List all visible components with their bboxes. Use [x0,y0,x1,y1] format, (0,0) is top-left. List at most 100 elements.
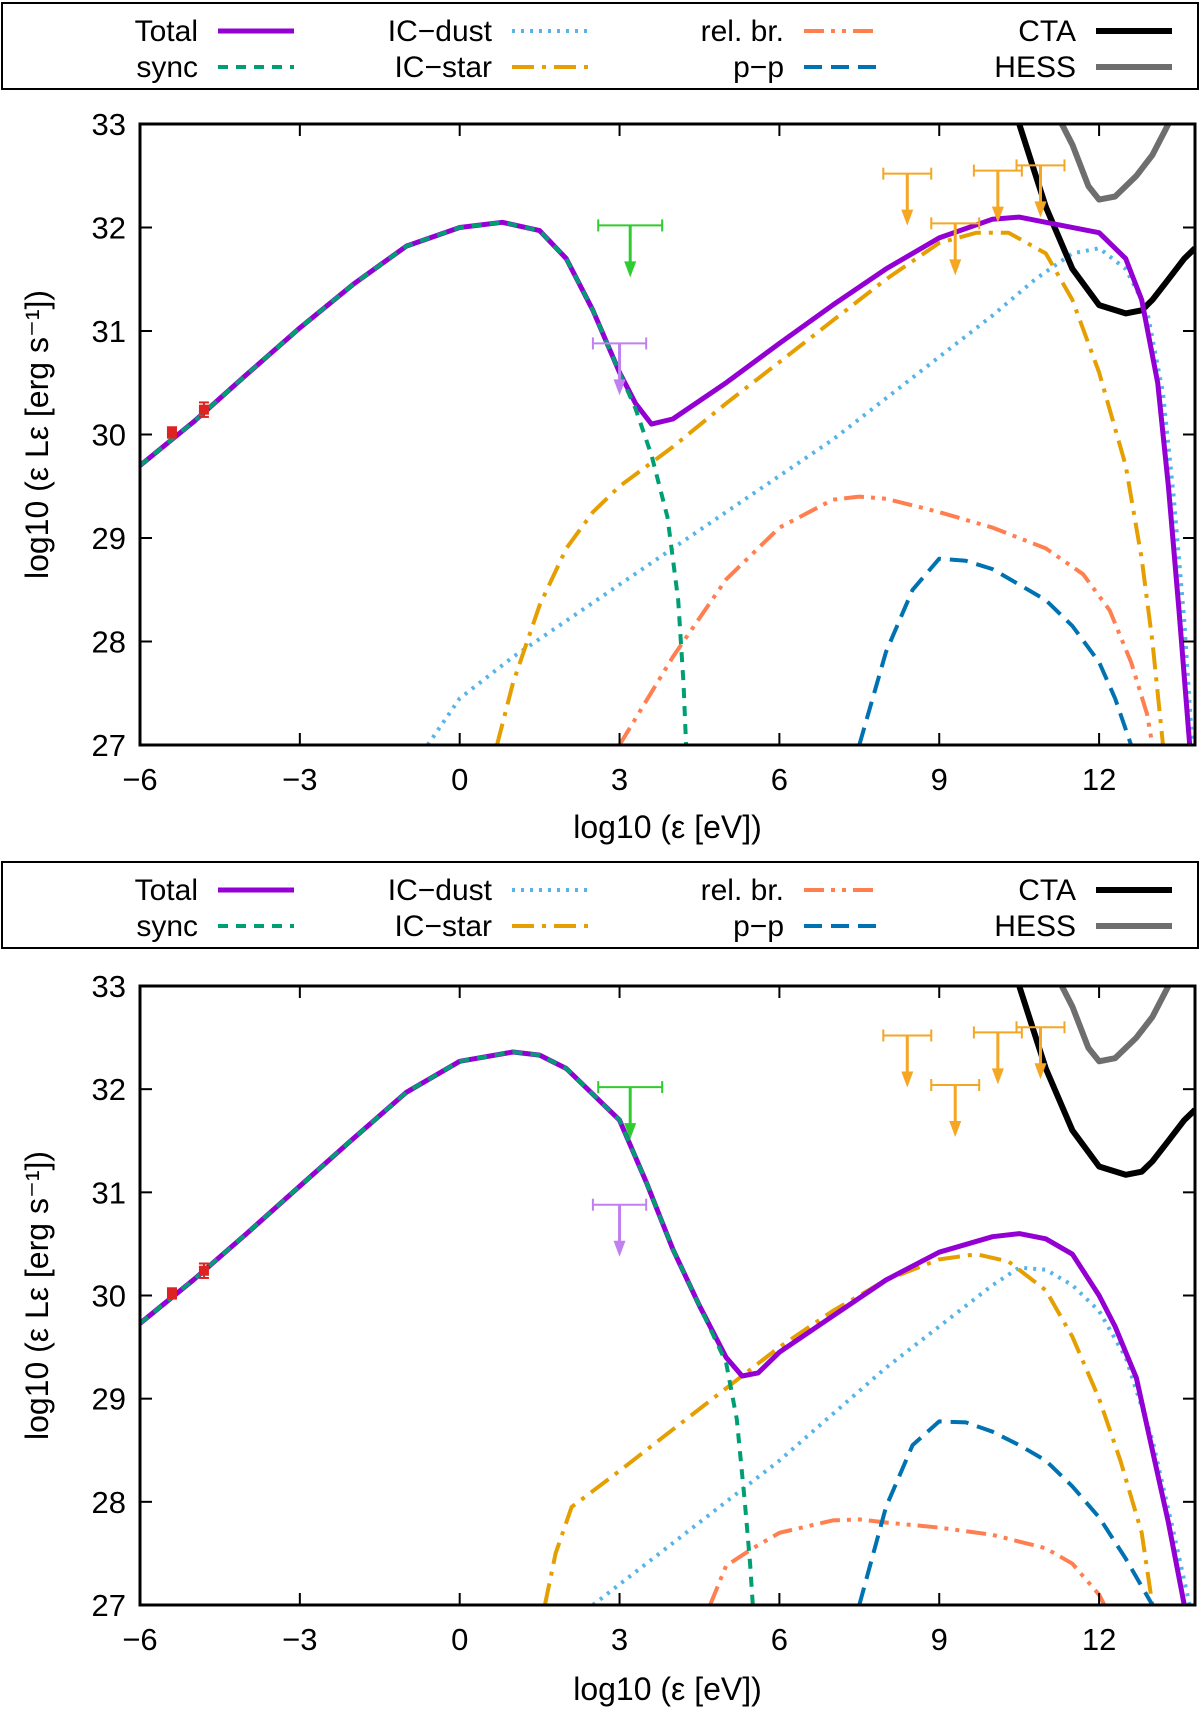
data-point-marker [166,1288,177,1299]
upper-limit-head [949,1121,962,1138]
series-line-icdust [591,1265,1192,1605]
x-tick-label: 0 [451,762,468,797]
x-tick-label: −3 [282,1622,317,1657]
series-line-icstar [495,230,1165,745]
x-tick-label: 6 [771,762,788,797]
legend-label-icdust: IC−dust [388,874,493,907]
legend-label-relbr: rel. br. [701,874,784,907]
y-tick-label: 29 [92,521,126,556]
x-tick-label: 3 [611,1622,628,1657]
axes: −6 −3 0 3 6 9 12 27 28 29 30 31 32 33 [92,107,1197,797]
x-tick-label: 6 [771,1622,788,1657]
series-line-icdust [426,246,1195,745]
y-tick-label: 30 [92,418,126,453]
legend-label-relbr: rel. br. [701,15,784,48]
legend-label-hess: HESS [994,910,1076,943]
upper-limit-head [613,379,626,396]
upper-limit-arrow [597,1081,664,1140]
legend-label-cta: CTA [1018,874,1076,907]
upper-limit-head [991,1068,1004,1085]
upper-limit-head [901,1071,914,1088]
y-tick-label: 27 [92,728,126,763]
legend-label-total: Total [135,15,198,48]
upper-limit-arrow [591,1198,648,1257]
x-tick-label: 3 [611,762,628,797]
x-axis-label: log10 (ε [eV]) [573,1671,762,1707]
series-line-cta [1016,986,1195,1178]
upper-limit-arrow [597,219,664,278]
series-line-relbr [708,1517,1107,1605]
y-tick-label: 33 [92,969,126,1004]
legend-frame [1,2,1199,90]
y-tick-label: 28 [92,625,126,660]
y-tick-label: 27 [92,1588,126,1623]
legend-label-icstar: IC−star [394,51,492,84]
data-point-marker [198,1265,209,1276]
upper-limit-arrow [1015,159,1066,218]
series-line-total [140,214,1193,745]
y-axis-label: log10 (ε Lε [erg s⁻¹]) [19,1151,55,1440]
x-tick-label: 9 [931,762,948,797]
y-tick-label: 31 [92,1175,126,1210]
x-tick-label: 12 [1082,1622,1116,1657]
upper-limit-head [1034,201,1047,218]
series-line-sync [140,1050,755,1605]
legend-label-hess: HESS [994,51,1076,84]
series-line-relbr [617,494,1155,745]
legend-label-icdust: IC−dust [388,15,493,48]
upper-limit-head [991,206,1004,223]
upper-limit-head [1034,1063,1047,1080]
x-tick-label: 12 [1082,762,1116,797]
series-line-hess [1059,986,1172,1065]
legend-frame [1,861,1199,949]
series-line-icstar [542,1252,1155,1605]
upper-limit-arrow [930,1079,981,1138]
series-line-cta [1016,124,1195,317]
upper-limit-arrow [1015,1021,1066,1080]
legend-label-cta: CTA [1018,15,1076,48]
series-group [140,124,1195,745]
y-tick-label: 28 [92,1485,126,1520]
legend-label-sync: sync [136,910,198,943]
legend-label-icstar: IC−star [394,910,492,943]
series-line-total [140,1049,1187,1605]
upper-limit-arrow [930,217,981,276]
upper-limit-head [949,259,962,276]
x-tick-label: −6 [122,1622,157,1657]
y-axis-label: log10 (ε Lε [erg s⁻¹]) [19,290,55,579]
series-line-pp [857,556,1133,745]
legend-label-pp: p−p [733,910,784,943]
y-tick-label: 33 [92,107,126,142]
data-point-marker [166,427,177,438]
x-tick-label: −3 [282,762,317,797]
upper-limit-arrow [972,164,1023,223]
plot-frame [138,984,1197,1607]
y-tick-label: 29 [92,1382,126,1417]
upper-limit-arrow [882,1029,933,1088]
legend-label-total: Total [135,874,198,907]
upper-limit-head [624,261,637,278]
y-tick-label: 30 [92,1279,126,1314]
y-tick-label: 32 [92,211,126,246]
upper-limit-arrow [591,337,648,396]
upper-limit-head [613,1240,626,1257]
y-tick-label: 32 [92,1072,126,1107]
x-tick-label: −6 [122,762,157,797]
upper-limit-arrow [882,167,933,226]
upper-limit-head [624,1123,637,1140]
series-line-hess [1059,124,1172,203]
axes: −6 −3 0 3 6 9 12 27 28 29 30 31 32 33 [92,969,1197,1657]
x-tick-label: 9 [931,1622,948,1657]
plot-frame [138,122,1197,747]
upper-limit-arrow [972,1026,1023,1085]
legend-label-pp: p−p [733,51,784,84]
legend-label-sync: sync [136,51,198,84]
series-line-sync [140,220,689,745]
series-line-pp [857,1419,1155,1605]
upper-limit-head [901,209,914,226]
